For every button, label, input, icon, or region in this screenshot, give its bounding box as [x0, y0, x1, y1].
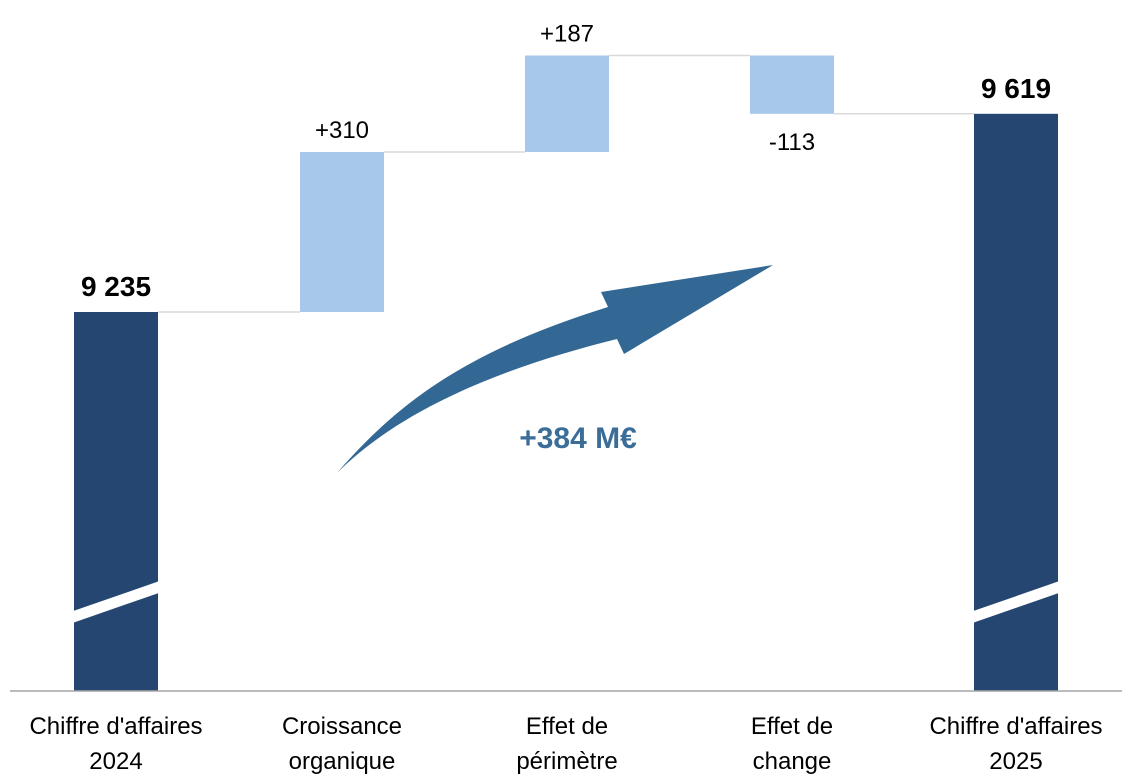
category-label: Chiffre d'affaires	[929, 713, 1102, 740]
axis-break-mark	[968, 580, 1064, 624]
growth-arrow-icon	[337, 265, 773, 473]
connector-lines	[158, 54, 974, 313]
value-label: +310	[315, 117, 369, 144]
growth-annotation: +384 M€	[519, 422, 637, 455]
axis-break-mark	[68, 580, 164, 624]
category-labels-group: Chiffre d'affaires 2024 Croissance organiqu…	[29, 713, 1102, 775]
delta-bar	[300, 152, 384, 312]
category-label: change	[753, 748, 832, 775]
value-label: 9 235	[81, 271, 151, 302]
value-labels-group: 9 235 +310 +187 -113 9 619	[81, 20, 1051, 302]
category-label: 2025	[989, 748, 1042, 775]
delta-bar	[525, 55, 609, 152]
delta-bar	[750, 55, 834, 114]
category-label: Effet de	[526, 713, 608, 740]
axis-break-marks	[68, 580, 1064, 624]
value-label: 9 619	[981, 73, 1051, 104]
category-label: périmètre	[516, 748, 617, 775]
category-label: Effet de	[751, 713, 833, 740]
value-label: +187	[540, 20, 594, 47]
bars-group	[74, 55, 1058, 691]
category-label: 2024	[89, 748, 142, 775]
category-label: organique	[289, 748, 396, 775]
category-label: Croissance	[282, 713, 402, 740]
value-label: -113	[769, 129, 815, 156]
category-label: Chiffre d'affaires	[29, 713, 202, 740]
total-bar	[74, 312, 158, 691]
